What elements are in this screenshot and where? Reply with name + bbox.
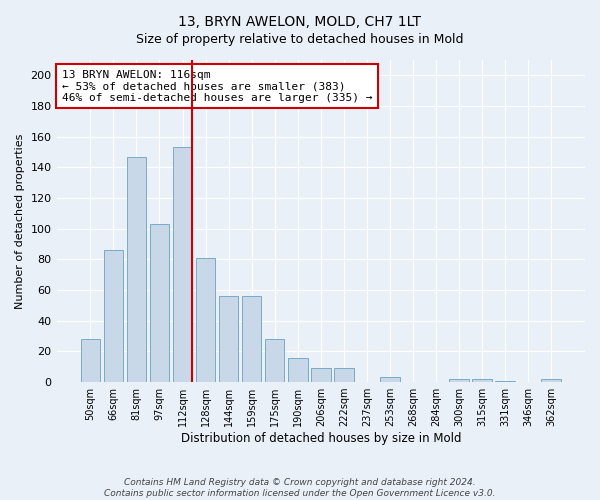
Bar xyxy=(265,339,284,382)
Bar xyxy=(104,250,123,382)
Bar xyxy=(219,296,238,382)
Bar xyxy=(173,148,193,382)
Bar xyxy=(472,379,492,382)
X-axis label: Distribution of detached houses by size in Mold: Distribution of detached houses by size … xyxy=(181,432,461,445)
Bar xyxy=(311,368,331,382)
Bar xyxy=(80,339,100,382)
Bar xyxy=(242,296,262,382)
Bar xyxy=(127,156,146,382)
Text: Size of property relative to detached houses in Mold: Size of property relative to detached ho… xyxy=(136,32,464,46)
Bar xyxy=(380,378,400,382)
Bar xyxy=(334,368,353,382)
Y-axis label: Number of detached properties: Number of detached properties xyxy=(15,134,25,308)
Bar xyxy=(541,379,561,382)
Bar xyxy=(196,258,215,382)
Text: 13 BRYN AWELON: 116sqm
← 53% of detached houses are smaller (383)
46% of semi-de: 13 BRYN AWELON: 116sqm ← 53% of detached… xyxy=(62,70,373,103)
Text: 13, BRYN AWELON, MOLD, CH7 1LT: 13, BRYN AWELON, MOLD, CH7 1LT xyxy=(179,15,421,29)
Bar xyxy=(149,224,169,382)
Bar xyxy=(288,358,308,382)
Text: Contains HM Land Registry data © Crown copyright and database right 2024.
Contai: Contains HM Land Registry data © Crown c… xyxy=(104,478,496,498)
Bar xyxy=(496,380,515,382)
Bar xyxy=(449,379,469,382)
